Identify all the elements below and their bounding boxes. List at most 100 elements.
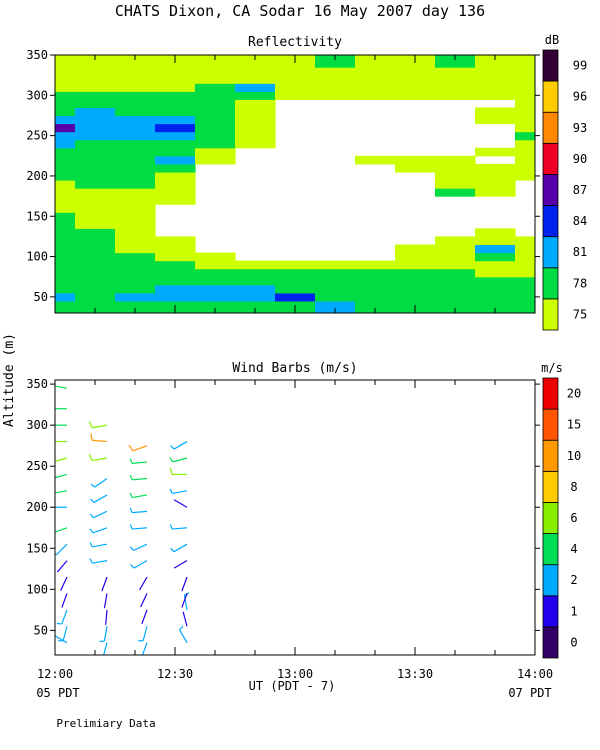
wind-barb <box>89 527 108 534</box>
heatmap-cell <box>75 147 116 157</box>
y-tick-label: 200 <box>26 500 48 514</box>
heatmap-cell <box>275 91 316 100</box>
barb-staff <box>140 593 148 608</box>
heatmap-cell <box>195 115 236 125</box>
heatmap-cell <box>75 155 116 165</box>
barb-flag <box>170 445 175 450</box>
wind-barb <box>90 494 108 503</box>
heatmap-cell <box>75 260 116 270</box>
colorbar-label: 81 <box>573 245 587 259</box>
heatmap-cell <box>515 300 535 313</box>
heatmap-cell <box>75 212 116 221</box>
heatmap-cell <box>55 55 76 60</box>
y-tick-label: 300 <box>26 418 48 432</box>
barb-flag <box>129 492 133 498</box>
heatmap-cell <box>275 67 316 76</box>
heatmap-cell <box>475 163 516 173</box>
heatmap-cell <box>435 300 476 313</box>
barb-flag <box>128 444 134 452</box>
heatmap-cell <box>395 284 436 294</box>
heatmap-cell <box>515 292 535 302</box>
ut-label: UT (PDT - 7) <box>249 679 336 693</box>
heatmap-cell <box>115 67 156 76</box>
heatmap-cell <box>475 252 516 262</box>
barb-staff <box>55 473 68 479</box>
heatmap-cell <box>435 171 476 181</box>
heatmap-cell <box>155 115 196 125</box>
heatmap-cell <box>155 179 196 189</box>
heatmap-cell <box>235 91 276 100</box>
barb-staff <box>92 457 108 462</box>
barb-staff <box>62 626 68 641</box>
heatmap-cell <box>55 107 76 117</box>
heatmap-cell <box>515 123 535 133</box>
reflectivity-colorbar-unit: dB <box>545 33 559 47</box>
heatmap-cell <box>115 83 156 92</box>
barb-staff <box>94 478 108 488</box>
wind-barb <box>55 490 68 494</box>
colorbar-swatch <box>542 377 559 410</box>
heatmap-cell <box>515 75 535 84</box>
heatmap-cell <box>155 292 196 302</box>
heatmap-cell <box>75 179 116 189</box>
heatmap-cell <box>115 244 156 254</box>
barb-staff <box>173 543 188 553</box>
heatmap-cell <box>475 300 516 313</box>
colorbar-label: 0 <box>570 635 577 649</box>
heatmap-cell <box>195 139 236 149</box>
heatmap-cell <box>235 292 276 302</box>
barb-staff <box>55 635 68 644</box>
heatmap-cell <box>355 276 396 286</box>
heatmap-cell <box>75 59 116 68</box>
reflectivity-colorbar: 75 78 81 84 87 90 93 96 99 <box>542 49 587 331</box>
heatmap-cell <box>55 212 76 221</box>
heatmap-cell <box>315 292 356 302</box>
heatmap-cell <box>195 83 236 92</box>
wind-barb <box>169 467 187 476</box>
wind-barb <box>138 626 148 642</box>
heatmap-cell <box>55 252 76 262</box>
heatmap-cell <box>55 171 76 181</box>
y-tick-label: 50 <box>34 623 48 637</box>
heatmap-cell <box>395 244 436 254</box>
x-tick-label: 13:00 <box>277 667 313 681</box>
colorbar-swatch <box>542 111 559 144</box>
heatmap-cell <box>155 163 196 173</box>
heatmap-cell <box>155 99 196 109</box>
heatmap-cell <box>515 59 535 68</box>
barb-staff <box>55 457 68 462</box>
wind-barb <box>141 642 148 655</box>
barb-staff <box>132 510 148 514</box>
heatmap-cell <box>75 123 116 133</box>
heatmap-cell <box>475 260 516 270</box>
wind-barb <box>88 453 108 462</box>
heatmap-cell <box>395 292 436 302</box>
wind-barb <box>89 541 108 548</box>
wind-barb <box>56 609 68 625</box>
barb-flag <box>89 528 94 534</box>
heatmap-cell <box>515 147 535 157</box>
heatmap-cell <box>55 244 76 254</box>
heatmap-cell <box>115 107 156 117</box>
barb-flag <box>50 474 53 478</box>
wind-barb <box>169 524 188 530</box>
heatmap-cell <box>355 83 396 92</box>
colorbar-swatch <box>542 205 559 238</box>
heatmap-cell <box>155 196 196 205</box>
heatmap-cell <box>155 139 196 149</box>
heatmap-cell <box>475 75 516 84</box>
colorbar-swatch <box>542 298 559 331</box>
heatmap-cell <box>195 300 236 313</box>
barb-flag <box>129 458 133 464</box>
heatmap-cell <box>235 131 276 141</box>
heatmap-cell <box>355 268 396 278</box>
heatmap-cell <box>75 196 116 205</box>
heatmap-cell <box>75 292 116 302</box>
wind-barb <box>129 458 148 464</box>
wind-barb <box>140 593 148 608</box>
y-tick-label: 100 <box>26 250 48 264</box>
heatmap-cell <box>115 252 156 262</box>
barb-staff <box>138 576 148 591</box>
heatmap-cell <box>115 204 156 213</box>
